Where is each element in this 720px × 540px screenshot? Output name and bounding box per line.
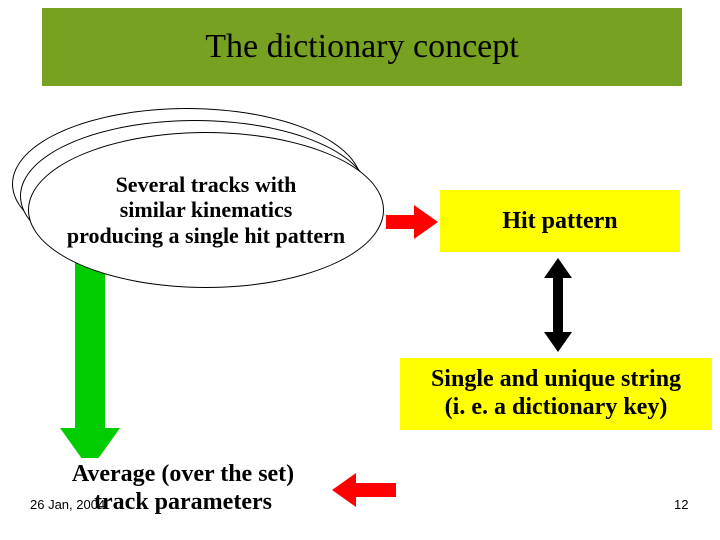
ellipse-tracks-text: Several tracks withsimilar kinematicspro… xyxy=(59,172,353,248)
footer-page-number: 12 xyxy=(674,497,688,512)
ellipse-tracks: Several tracks withsimilar kinematicspro… xyxy=(28,132,384,288)
slide-title: The dictionary concept xyxy=(42,8,682,86)
slide: { "title": { "text": "The dictionary con… xyxy=(0,0,720,540)
footer-date-text: 26 Jan, 2004 xyxy=(30,497,105,512)
box-dictionary-key: Single and unique string(i. e. a diction… xyxy=(400,358,712,430)
slide-title-text: The dictionary concept xyxy=(205,28,518,66)
box-dictionary-key-text: Single and unique string(i. e. a diction… xyxy=(431,366,681,421)
footer-page-text: 12 xyxy=(674,497,688,512)
footer-date: 26 Jan, 2004 xyxy=(30,497,105,512)
